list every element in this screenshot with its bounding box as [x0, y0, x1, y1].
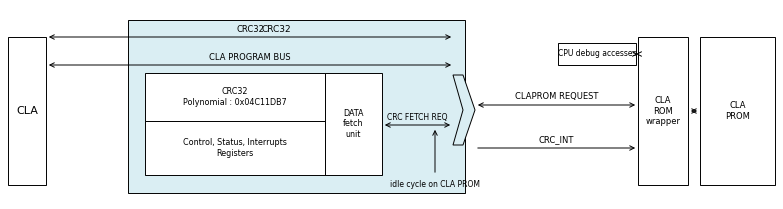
Bar: [638, 37, 688, 185]
Bar: [145, 73, 325, 121]
Text: CLA PROGRAM BUS: CLA PROGRAM BUS: [209, 53, 290, 62]
Text: CLA: CLA: [16, 106, 38, 116]
Bar: [145, 121, 325, 175]
Bar: [8, 37, 46, 185]
Bar: [325, 73, 382, 175]
Text: CRC32: CRC32: [262, 25, 291, 34]
Text: idle cycle on CLA PROM: idle cycle on CLA PROM: [390, 180, 480, 189]
Bar: [128, 20, 465, 193]
Polygon shape: [453, 75, 475, 145]
Bar: [700, 37, 775, 185]
Text: DATA
fetch
unit: DATA fetch unit: [343, 109, 364, 139]
Text: Control, Status, Interrupts
Registers: Control, Status, Interrupts Registers: [183, 138, 287, 158]
Text: CPU debug accesses: CPU debug accesses: [557, 50, 637, 59]
Text: CRC_INT: CRC_INT: [539, 135, 574, 144]
Text: CRC32: CRC32: [236, 25, 264, 34]
Text: CRC FETCH REQ: CRC FETCH REQ: [388, 113, 448, 122]
Text: CLA
PROM: CLA PROM: [725, 101, 750, 121]
Text: CLAPROM REQUEST: CLAPROM REQUEST: [514, 92, 598, 101]
Text: CLA
ROM
wrapper: CLA ROM wrapper: [645, 96, 680, 126]
Text: CRC32
Polynomial : 0x04C11DB7: CRC32 Polynomial : 0x04C11DB7: [183, 87, 287, 107]
Bar: [558, 43, 636, 65]
